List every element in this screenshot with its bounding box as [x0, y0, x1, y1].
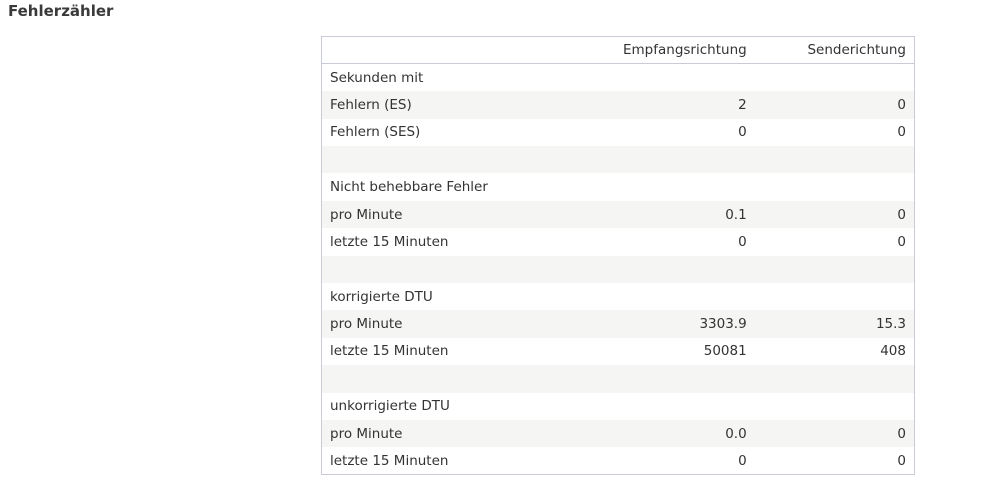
value-cell: 408 — [880, 343, 906, 360]
table-head: Empfangsrichtung Senderichtung — [321, 36, 915, 65]
spacer-cell — [322, 256, 915, 283]
value-cell: 0 — [738, 233, 747, 250]
value-cell: 0.1 — [725, 206, 747, 223]
value-cell: 3303.9 — [699, 316, 747, 333]
group-row: Sekunden mit — [322, 64, 915, 91]
column-header: Empfangsrichtung — [579, 36, 755, 65]
table-body: Sekunden mit Fehlern (ES) 2 0 Fehlern (SES) 0… — [321, 64, 915, 475]
column-header: Senderichtung — [754, 36, 915, 65]
group-row: unkorrigierte DTU — [322, 393, 915, 420]
corner-cell — [321, 36, 580, 65]
row-label: pro Minute — [330, 425, 403, 442]
spacer-row — [321, 365, 915, 393]
data-row: pro Minute 0.1 0 — [321, 200, 915, 229]
spacer-cell — [322, 146, 915, 173]
value-cell: 2 — [738, 96, 747, 113]
value-cell: 0 — [738, 452, 747, 469]
group-row: korrigierte DTU — [322, 283, 915, 310]
value-cell: 0 — [897, 233, 906, 250]
data-row: Fehlern (SES) 0 0 — [322, 119, 915, 146]
header-row: Empfangsrichtung Senderichtung — [321, 36, 915, 65]
data-row: letzte 15 Minuten 50081 408 — [322, 338, 915, 365]
spacer-row — [321, 255, 915, 284]
value-cell: 0 — [897, 206, 906, 223]
value-cell: 15.3 — [875, 316, 906, 333]
data-row: letzte 15 Minuten 0 0 — [322, 228, 915, 255]
group-title: unkorrigierte DTU — [330, 398, 450, 415]
row-label: letzte 15 Minuten — [330, 452, 449, 469]
row-label: pro Minute — [330, 206, 403, 223]
row-label: pro Minute — [330, 316, 403, 333]
spacer-row — [321, 146, 915, 174]
value-cell: 50081 — [703, 343, 747, 360]
section-title: Fehlerzähler — [8, 2, 114, 20]
group-title: Nicht behebbare Fehler — [330, 179, 488, 196]
row-label: letzte 15 Minuten — [330, 233, 449, 250]
value-cell: 0 — [738, 124, 747, 141]
group-title: korrigierte DTU — [330, 288, 433, 305]
row-label: Fehlern (SES) — [330, 124, 421, 141]
value-cell: 0 — [897, 96, 906, 113]
value-cell: 0 — [897, 124, 906, 141]
data-row: pro Minute 3303.9 15.3 — [321, 310, 915, 338]
data-row: Fehlern (ES) 2 0 — [321, 91, 915, 119]
value-cell: 0.0 — [725, 425, 747, 442]
row-label: letzte 15 Minuten — [330, 343, 449, 360]
error-counter-table: Empfangsrichtung Senderichtung Sekunden … — [321, 36, 915, 476]
value-cell: 0 — [897, 452, 906, 469]
spacer-cell — [322, 365, 915, 392]
row-label: Fehlern (ES) — [330, 96, 412, 113]
value-cell: 0 — [897, 425, 906, 442]
group-title: Sekunden mit — [330, 69, 424, 86]
data-row: letzte 15 Minuten 0 0 — [322, 447, 915, 474]
group-row: Nicht behebbare Fehler — [322, 173, 915, 200]
data-row: pro Minute 0.0 0 — [321, 419, 915, 448]
